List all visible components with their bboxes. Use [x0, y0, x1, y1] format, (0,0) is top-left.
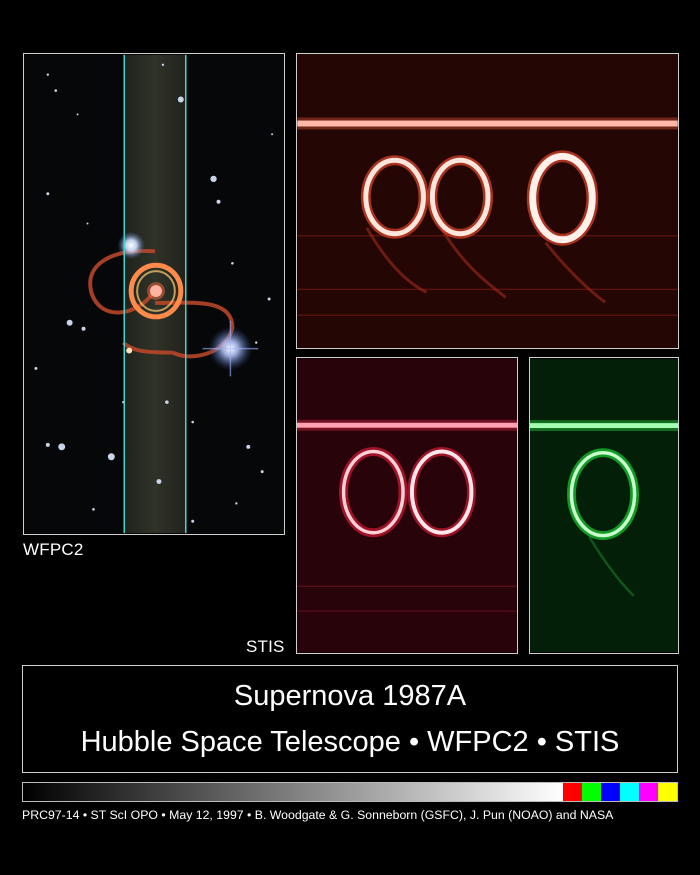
stis-spectrum-panel-top: [296, 53, 679, 349]
stis-spectrum-panel-green: [529, 357, 679, 654]
title-line1: Supernova 1987A: [233, 680, 467, 712]
title-box: Supernova 1987A Hubble Space Telescope •…: [22, 665, 678, 773]
color-scale-bar: [22, 782, 678, 802]
swatch-cyan: [620, 783, 639, 801]
title-line2: Hubble Space Telescope • WFPC2 • STIS: [80, 726, 620, 758]
stis-spectrum-image-green: [530, 358, 678, 653]
stis-spectrum-image-red: [297, 358, 517, 653]
wfpc2-label: WFPC2: [23, 540, 84, 559]
credit-line: PRC97-14 • ST ScI OPO • May 12, 1997 • B…: [22, 808, 614, 822]
swatch-red: [563, 783, 582, 801]
grayscale-gradient: [23, 783, 563, 801]
wfpc2-supernova-image: [24, 54, 284, 534]
wfpc2-image-panel: [23, 53, 285, 535]
stis-label: STIS: [246, 637, 285, 656]
swatch-blue: [601, 783, 620, 801]
swatch-yellow: [658, 783, 677, 801]
swatch-magenta: [639, 783, 658, 801]
stis-spectrum-panel-red: [296, 357, 518, 654]
swatch-green: [582, 783, 601, 801]
stis-spectrum-image-top: [297, 54, 678, 348]
